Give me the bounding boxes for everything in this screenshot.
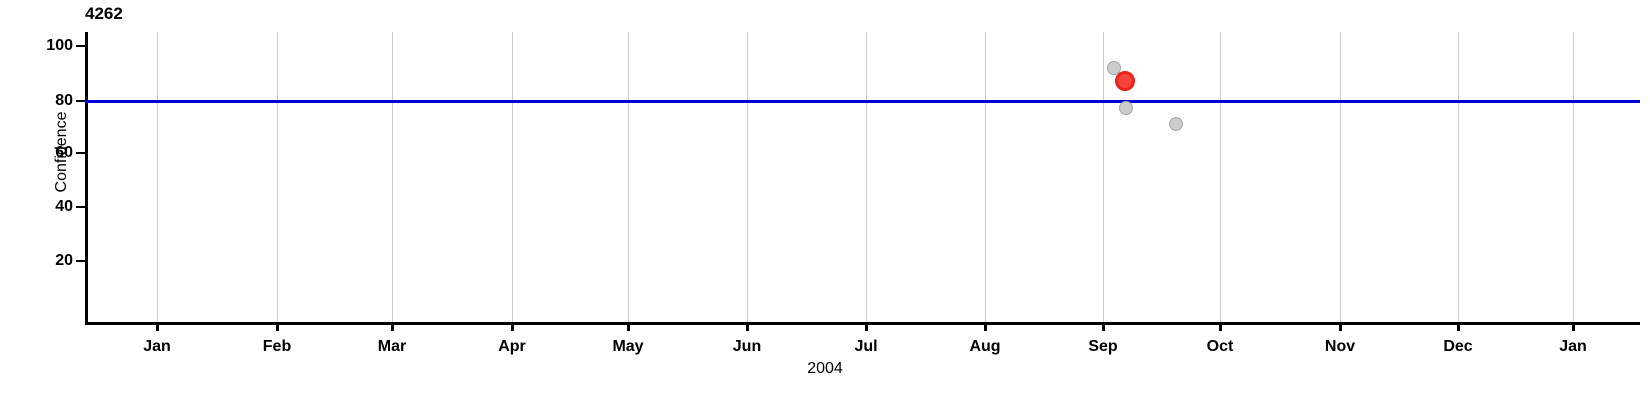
x-tick-label: Mar xyxy=(377,338,407,355)
gridline-vertical xyxy=(747,32,748,324)
x-tick-label: Oct xyxy=(1206,338,1234,355)
gridline-vertical xyxy=(1340,32,1341,324)
gridline-vertical xyxy=(1103,32,1104,324)
x-tick-mark xyxy=(1572,322,1575,331)
x-tick-label: Apr xyxy=(498,338,526,355)
x-tick-mark xyxy=(1219,322,1222,331)
gridline-vertical xyxy=(1458,32,1459,324)
gridline-vertical xyxy=(157,32,158,324)
x-tick-mark xyxy=(1102,322,1105,331)
gridline-vertical xyxy=(1220,32,1221,324)
x-tick-mark xyxy=(865,322,868,331)
gridline-vertical xyxy=(628,32,629,324)
confidence-threshold-line xyxy=(85,99,1640,103)
plot-area: 100 80 60 40 20 Confidence xyxy=(46,32,1640,324)
y-tick-mark xyxy=(76,45,85,47)
x-tick-label: Jan xyxy=(1559,338,1587,355)
x-tick-label: Jun xyxy=(732,338,762,355)
data-point[interactable] xyxy=(1169,117,1183,131)
x-tick-label: Jul xyxy=(854,338,878,355)
x-tick-label: May xyxy=(612,338,644,355)
x-tick-mark xyxy=(984,322,987,331)
x-tick-label: Dec xyxy=(1443,338,1473,355)
y-tick-label: 40 xyxy=(55,198,73,215)
x-tick-mark xyxy=(156,322,159,331)
x-tick-mark xyxy=(1339,322,1342,331)
x-tick-label: Jan xyxy=(143,338,171,355)
x-tick-mark xyxy=(627,322,630,331)
y-tick-label: 60 xyxy=(55,144,73,161)
y-tick-mark xyxy=(76,152,85,154)
chart-title: 4262 xyxy=(85,4,123,23)
x-tick-mark xyxy=(1457,322,1460,331)
data-point[interactable] xyxy=(1119,101,1133,115)
gridline-vertical xyxy=(1573,32,1574,324)
y-axis-title: Confidence xyxy=(53,111,70,193)
x-tick-label: Nov xyxy=(1324,338,1356,355)
y-tick-label: 80 xyxy=(55,91,73,109)
x-tick-mark xyxy=(511,322,514,331)
data-point-selected[interactable] xyxy=(1115,71,1135,91)
x-tick-mark xyxy=(276,322,279,331)
gridline-vertical xyxy=(392,32,393,324)
y-tick-label: 20 xyxy=(55,251,73,269)
x-tick-label: Aug xyxy=(969,338,1001,355)
y-tick-mark xyxy=(76,259,85,262)
gridline-vertical xyxy=(985,32,986,324)
gridline-vertical xyxy=(277,32,278,324)
y-axis-line xyxy=(85,32,88,325)
x-tick-mark xyxy=(391,322,394,331)
x-axis-title: 2004 xyxy=(807,360,843,377)
x-tick-label: Feb xyxy=(262,338,292,355)
y-tick-mark xyxy=(76,99,85,102)
y-tick-label: 100 xyxy=(46,37,73,54)
y-tick-mark xyxy=(76,206,85,208)
x-tick-label: Sep xyxy=(1088,338,1118,355)
gridline-vertical xyxy=(512,32,513,324)
gridline-vertical xyxy=(866,32,867,324)
data-point[interactable] xyxy=(1107,61,1121,75)
x-axis-line xyxy=(85,322,1640,325)
x-tick-mark xyxy=(746,322,749,331)
